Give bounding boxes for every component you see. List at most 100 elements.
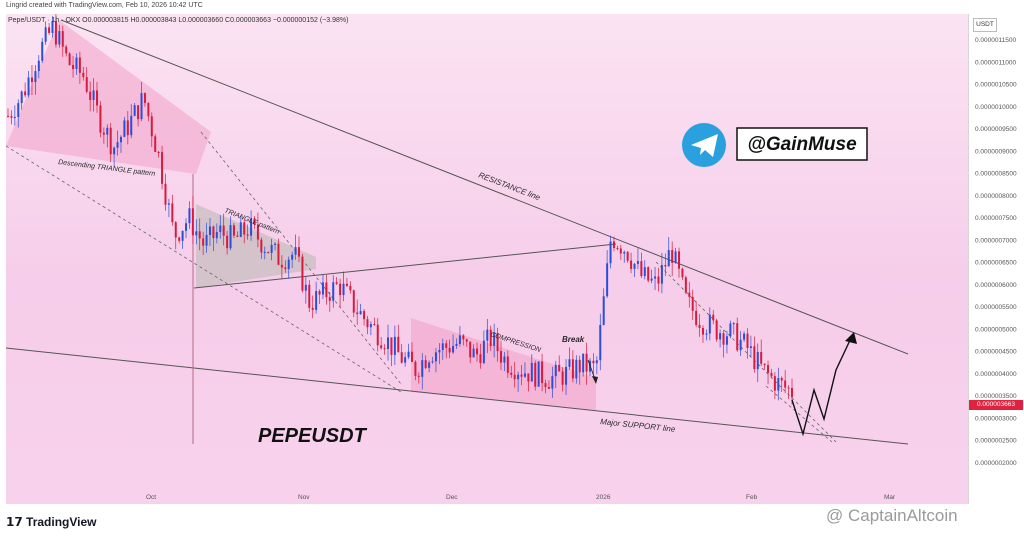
candle-body bbox=[684, 277, 687, 293]
candle-body bbox=[363, 311, 366, 320]
candle-body bbox=[150, 116, 153, 137]
candle-body bbox=[20, 91, 23, 104]
candle-body bbox=[400, 352, 403, 363]
candle-body bbox=[294, 247, 297, 255]
y-tick-label: 0.0000010500 bbox=[975, 82, 1017, 89]
candle-body bbox=[643, 267, 646, 277]
candle-body bbox=[119, 136, 122, 143]
candle-body bbox=[691, 296, 694, 311]
candle-body bbox=[640, 261, 643, 277]
candle-body bbox=[178, 237, 181, 241]
candle-body bbox=[510, 372, 513, 375]
candle-body bbox=[421, 360, 424, 377]
candle-body bbox=[767, 365, 770, 373]
candle-body bbox=[523, 373, 526, 377]
candle-body bbox=[445, 343, 448, 348]
candle-body bbox=[304, 284, 307, 291]
candle-body bbox=[674, 251, 677, 263]
candle-body bbox=[503, 356, 506, 363]
candle-body bbox=[417, 375, 420, 377]
candle-body bbox=[219, 225, 222, 233]
candle-body bbox=[366, 319, 369, 328]
descending-triangle-zone bbox=[6, 20, 211, 174]
y-tick-label: 0.0000005500 bbox=[975, 304, 1017, 311]
candle-body bbox=[592, 360, 595, 364]
candle-body bbox=[753, 346, 756, 370]
candle-body bbox=[551, 376, 554, 389]
candle-body bbox=[113, 147, 116, 155]
resistance-label: RESISTANCE line bbox=[477, 170, 542, 202]
candle-body bbox=[27, 77, 30, 96]
candle-body bbox=[383, 348, 386, 350]
candle-body bbox=[565, 366, 568, 385]
candle-body bbox=[325, 282, 328, 298]
candle-body bbox=[133, 105, 136, 116]
candle-body bbox=[534, 362, 537, 387]
price-chart[interactable]: Descending TRIANGLE pattern TRIANGLE pat… bbox=[6, 14, 968, 504]
candle-body bbox=[236, 235, 239, 237]
candle-body bbox=[161, 152, 164, 184]
y-tick-label: 0.0000007500 bbox=[975, 215, 1017, 222]
candle-body bbox=[232, 225, 235, 236]
candle-body bbox=[544, 383, 547, 387]
candle-body bbox=[414, 361, 417, 376]
candle-body bbox=[274, 243, 277, 245]
candle-body bbox=[719, 333, 722, 340]
candle-body bbox=[575, 359, 578, 379]
watermark: @ CaptainAltcoin bbox=[826, 506, 958, 525]
candle-body bbox=[92, 90, 95, 100]
candle-body bbox=[267, 251, 270, 253]
candle-body bbox=[434, 352, 437, 362]
candle-body bbox=[561, 371, 564, 385]
chart-plot-area[interactable]: Descending TRIANGLE pattern TRIANGLE pat… bbox=[6, 14, 968, 504]
candle-body bbox=[547, 386, 550, 389]
candle-body bbox=[736, 323, 739, 351]
candle-body bbox=[599, 324, 602, 361]
y-tick-label: 0.0000008000 bbox=[975, 193, 1017, 200]
candle-body bbox=[116, 142, 119, 148]
candle-body bbox=[455, 343, 458, 346]
candle-body bbox=[476, 348, 479, 355]
support-line bbox=[6, 347, 909, 445]
candle-body bbox=[654, 276, 657, 279]
candle-body bbox=[671, 250, 674, 263]
candle-body bbox=[335, 282, 338, 284]
candle-body bbox=[376, 324, 379, 346]
candle-body bbox=[630, 260, 633, 269]
candle-body bbox=[315, 291, 318, 310]
candle-body bbox=[660, 264, 663, 284]
candle-body bbox=[298, 247, 301, 257]
candle-body bbox=[462, 335, 465, 340]
y-tick-label: 0.0000005000 bbox=[975, 326, 1017, 333]
candle-body bbox=[667, 250, 670, 267]
x-tick-label: Mar bbox=[884, 494, 896, 501]
candle-body bbox=[154, 136, 157, 152]
candle-body bbox=[520, 374, 523, 377]
candle-body bbox=[458, 335, 461, 344]
candle-body bbox=[287, 259, 290, 270]
candle-body bbox=[140, 93, 143, 120]
candle-body bbox=[760, 351, 763, 364]
candle-body bbox=[10, 116, 13, 118]
y-tick-label: 0.0000009000 bbox=[975, 148, 1017, 155]
candle-body bbox=[243, 222, 246, 235]
candle-body bbox=[181, 230, 184, 241]
channel-dash-3 bbox=[655, 261, 837, 443]
candle-body bbox=[48, 27, 51, 33]
candle-body bbox=[739, 339, 742, 351]
y-tick-label: 0.0000010000 bbox=[975, 104, 1017, 111]
price-axis[interactable]: USDT 0.0000011500 0.0000011000 0.000001050… bbox=[968, 14, 1024, 504]
x-tick-label: Dec bbox=[446, 494, 458, 501]
candle-body bbox=[137, 105, 140, 120]
candle-body bbox=[85, 77, 88, 92]
candle-body bbox=[732, 323, 735, 325]
projection-path bbox=[791, 335, 853, 437]
candle-body bbox=[164, 183, 167, 205]
candle-body bbox=[452, 345, 455, 353]
candle-body bbox=[602, 296, 605, 325]
candle-body bbox=[222, 225, 225, 236]
candle-body bbox=[513, 374, 516, 380]
candle-body bbox=[517, 374, 520, 380]
candle-body bbox=[701, 327, 704, 335]
candle-body bbox=[647, 267, 650, 281]
